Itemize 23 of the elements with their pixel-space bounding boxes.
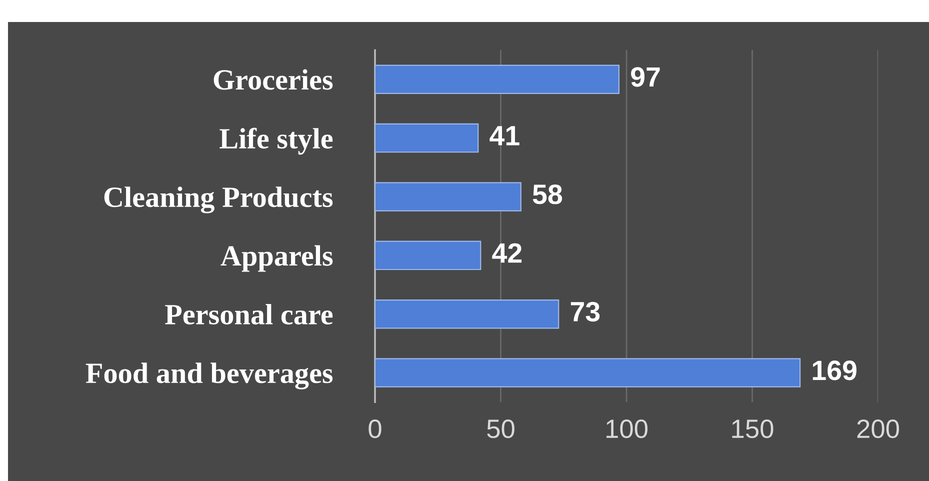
x-tick-label: 0 (368, 419, 382, 438)
bar (375, 299, 560, 329)
y-tick-label: Apparels (220, 245, 333, 272)
bar (375, 240, 482, 270)
data-label: 169 (812, 360, 856, 380)
x-tick-label: 200 (857, 419, 899, 438)
bar (375, 123, 479, 153)
bar (375, 182, 522, 212)
x-tick-label: 100 (606, 419, 648, 438)
y-tick-label: Life style (220, 128, 333, 155)
y-tick-label: Groceries (214, 69, 333, 90)
y-tick-label: Personal care (165, 304, 333, 324)
data-label: 58 (532, 184, 562, 204)
x-tick-label: 50 (487, 419, 514, 438)
data-label: 41 (490, 126, 520, 146)
data-label: 73 (570, 302, 600, 322)
bar (375, 64, 620, 94)
data-label: 97 (631, 67, 660, 87)
y-tick-label: Food and beverages (86, 362, 333, 390)
y-tick-label: Cleaning Products (104, 186, 333, 214)
x-tick-label: 150 (732, 419, 774, 438)
bar (375, 358, 801, 388)
data-label: 42 (492, 243, 522, 263)
